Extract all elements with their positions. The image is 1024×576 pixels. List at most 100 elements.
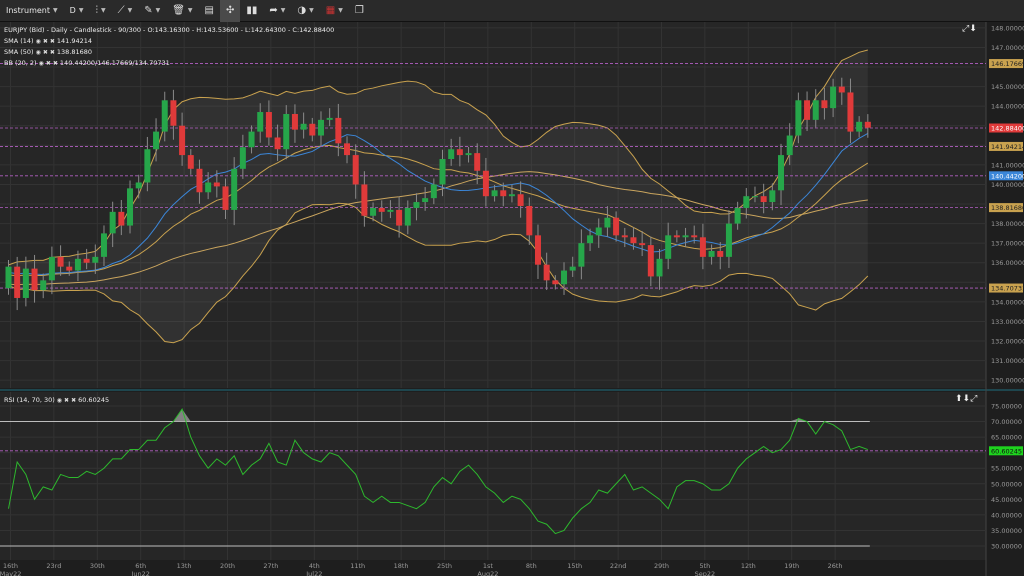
candle-body [109,211,116,234]
visibility-icon[interactable]: ◉ [56,396,63,404]
layout-button[interactable]: ▤ [199,0,220,22]
timeframe-button[interactable]: D ▼ [64,0,90,22]
rsi-label: RSI (14, 70, 30) [4,396,55,404]
indicators-button[interactable]: ▮▮ [240,0,263,22]
rsi-axis-tick-label: 30.00000 [991,543,1022,551]
rsi-axis-tick-label: 70.00000 [991,418,1022,426]
maximize-pane-icon[interactable]: ⤢⬇ [962,24,977,34]
x-axis-tick-sublabel: Sep22 [695,570,716,576]
price-badge [989,123,1023,133]
annotation-icon: ✎ [144,4,153,16]
candle-body [647,245,654,277]
price-badge-label: 141.94214 [991,143,1024,151]
candle-body [830,86,837,109]
x-axis-tick-label: 12th [741,562,756,570]
settings-icon[interactable]: ✖ [42,48,48,56]
share-button[interactable]: ➦ ▼ [263,0,291,22]
rsi-axis-tick-label: 50.00000 [991,480,1022,488]
candle-body [118,211,125,226]
close-icon[interactable]: ✖ [49,48,55,56]
candle-body [370,207,377,216]
x-axis-tick-label: 19th [784,562,799,570]
candle-body [317,119,324,136]
candle-body [804,100,811,120]
visibility-icon[interactable]: ◉ [35,37,41,45]
price-badge-label: 146.17669 [991,60,1024,68]
candle-body [387,209,394,212]
crosshair-button[interactable]: ✣ [219,0,241,22]
sma50-legend: SMA (50) ◉ ✖ ✖ 138.81680 [4,48,92,56]
visibility-icon[interactable]: ◉ [38,59,44,67]
settings-icon[interactable]: ✖ [45,59,51,67]
layout-icon: ▤ [204,4,214,16]
x-axis-tick-sublabel: Jun22 [130,570,149,576]
bollinger-upper-line [8,49,868,266]
candle-body [83,258,90,263]
language-button[interactable]: ▦ ▼ [320,0,349,22]
theme-button[interactable]: ◑ ▼ [291,0,319,22]
candle-body [491,190,498,197]
move-pane-icon[interactable]: ⬆⬇⤢ [955,394,978,404]
candle-body [812,100,819,120]
rsi-axis-tick-label: 35.00000 [991,527,1022,535]
candle-body [604,217,611,228]
sma14-value: 141.94214 [56,37,93,45]
close-icon[interactable]: ✖ [71,396,77,404]
chart-type-button[interactable]: ⫶ ▼ [89,0,111,22]
rsi-axis-tick-label: 75.00000 [991,403,1022,411]
candle-body [100,233,107,257]
candle-body [291,113,298,130]
delete-button[interactable]: 🗑 ▼ [166,0,198,22]
candle-body [326,117,333,120]
chart-type-icon: ⫶ [95,4,98,16]
candle-body [465,153,472,156]
settings-icon[interactable]: ✖ [42,37,48,45]
close-icon[interactable]: ✖ [49,37,55,45]
candle-body [769,190,776,203]
draw-line-button[interactable]: ⟋ ▼ [112,0,139,22]
visibility-icon[interactable]: ◉ [35,48,41,56]
x-axis-tick-label: 26th [828,562,843,570]
instrument-button[interactable]: Instrument ▼ [0,0,64,22]
price-badge [989,171,1023,181]
chevron-down-icon: ▼ [127,7,133,14]
candle-body [144,149,151,183]
x-axis-tick-label: 6th [135,562,146,570]
candle-body [673,235,680,238]
rsi-axis-tick-label: 55.00000 [991,465,1022,473]
window-icon: ❐ [354,4,364,16]
delete-icon: 🗑 [172,4,185,16]
crosshair-icon: ✣ [225,4,235,16]
rsi-line [8,407,868,535]
chart-svg[interactable]: 148.00000 147.00000 146.17669 145.00000 144.… [0,22,1024,576]
rsi-axis-tick-label: 65.00000 [991,434,1022,442]
candle-body [135,182,142,189]
candle-body [361,184,368,216]
price-axis-tick-label: 138.00000 [991,220,1024,228]
chevron-down-icon: ▼ [187,7,193,14]
price-badge-label: 142.88400 [991,125,1024,133]
candle-body [587,235,594,244]
window-button[interactable]: ❐ [349,0,370,22]
x-axis-tick-label: 8th [526,562,537,570]
candle-body [578,243,585,267]
rsi-overbought-fill [789,418,808,422]
settings-icon[interactable]: ✖ [64,396,70,404]
candle-body [300,123,307,130]
candle-body [57,256,64,267]
price-axis-tick-label: 137.00000 [991,240,1024,248]
close-icon[interactable]: ✖ [52,59,58,67]
candle-body [508,194,515,197]
candle-body [474,153,481,171]
x-axis-tick-label: 4th [309,562,320,570]
sma50-label: SMA (50) [4,48,34,56]
theme-icon: ◑ [297,4,307,16]
price-axis-tick-label: 141.00000 [991,161,1024,169]
candle-body [344,143,351,156]
chart-area[interactable]: 148.00000 147.00000 146.17669 145.00000 144.… [0,22,1024,576]
instrument-label: Instrument [6,6,51,15]
chevron-down-icon: ▼ [78,7,84,14]
candle-body [595,227,602,236]
annotation-button[interactable]: ✎ ▼ [138,0,166,22]
candle-body [170,100,177,126]
